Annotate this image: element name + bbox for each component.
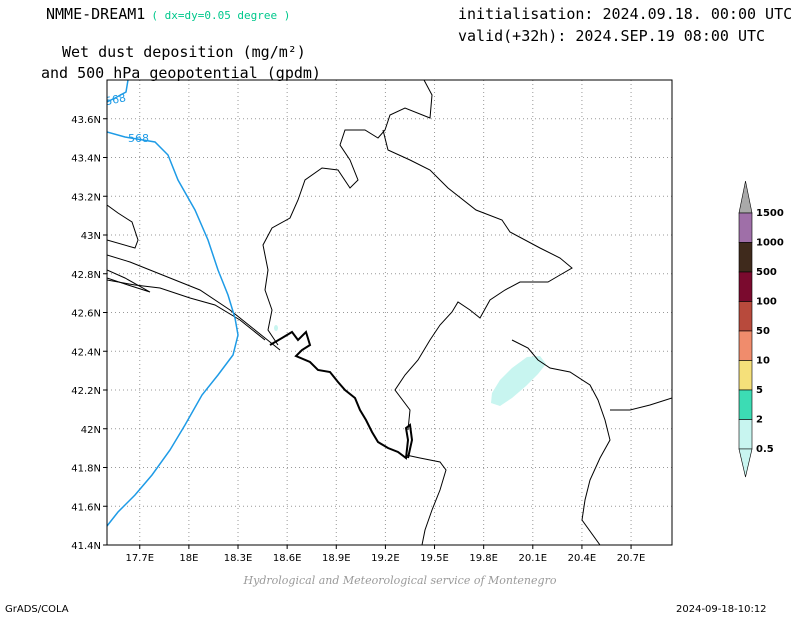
- legend-label: 5: [756, 385, 763, 396]
- x-tick-label: 18.3E: [224, 553, 253, 564]
- wet-deposition-area: [491, 356, 546, 406]
- render-timestamp: 2024-09-18-10:12: [676, 604, 767, 615]
- y-tick-label: 42.6N: [71, 309, 101, 320]
- model-title: NMME-DREAM1 ( dx=dy=0.05 degree ): [46, 5, 290, 23]
- y-tick-label: 41.4N: [71, 541, 101, 552]
- legend-swatch: [738, 242, 753, 273]
- coastline: [269, 330, 414, 460]
- credit-text: Hydrological and Meteorological service …: [243, 574, 557, 587]
- legend-label: 2: [756, 415, 763, 426]
- contour-label-568-top: 568: [104, 91, 127, 108]
- legend-arrow-bottom: [738, 448, 753, 478]
- colorbar-legend: 1500 1000 500 100 50 10 5 2 0.5: [738, 180, 784, 478]
- x-tick-label: 17.7E: [125, 553, 154, 564]
- legend-label: 0.5: [756, 444, 774, 455]
- legend-label: 10: [756, 356, 770, 367]
- x-tick-label: 18.6E: [273, 553, 302, 564]
- y-tick-label: 42.8N: [71, 270, 101, 281]
- x-tick-label: 20.1E: [519, 553, 548, 564]
- x-axis: 17.7E 18E 18.3E 18.6E 18.9E 19.2E 19.5E 19.8E 20…: [125, 545, 645, 564]
- y-tick-label: 43.2N: [71, 192, 101, 203]
- y-tick-label: 42.2N: [71, 386, 101, 397]
- model-name: NMME-DREAM1: [46, 5, 146, 23]
- y-tick-label: 42N: [81, 425, 101, 436]
- country-borders: [107, 80, 672, 545]
- wet-deposition-spot: [274, 325, 278, 331]
- x-tick-label: 19.5E: [420, 553, 449, 564]
- x-tick-label: 20.7E: [617, 553, 646, 564]
- initialisation-time: initialisation: 2024.09.18. 00:00 UTC: [458, 5, 793, 23]
- software-label: GrADS/COLA: [5, 604, 69, 615]
- geopotential-contour-568: [107, 80, 239, 527]
- legend-arrow-top: [738, 180, 753, 214]
- y-tick-label: 43.6N: [71, 115, 101, 126]
- legend-label: 1500: [756, 208, 784, 219]
- legend-label: 100: [756, 297, 777, 308]
- legend-swatch: [738, 389, 753, 420]
- x-tick-label: 18E: [179, 553, 198, 564]
- legend-label: 50: [756, 326, 770, 337]
- variable-title-line2: and 500 hPa geopotential (gpdm): [41, 64, 321, 82]
- y-tick-label: 42.4N: [71, 347, 101, 358]
- y-tick-label: 43.4N: [71, 154, 101, 165]
- gridlines: [107, 80, 672, 545]
- legend-swatch: [738, 271, 753, 302]
- legend-swatch: [738, 301, 753, 332]
- legend-swatch: [738, 360, 753, 391]
- x-tick-label: 20.4E: [568, 553, 597, 564]
- legend-swatch: [738, 212, 753, 243]
- legend-swatch: [738, 419, 753, 450]
- model-resolution: ( dx=dy=0.05 degree ): [151, 9, 291, 22]
- legend-swatch: [738, 330, 753, 361]
- contour-label-568-left: 568: [128, 132, 149, 145]
- variable-title-line1: Wet dust deposition (mg/m²): [62, 43, 306, 61]
- legend-label: 500: [756, 267, 777, 278]
- x-tick-label: 19.2E: [371, 553, 400, 564]
- legend-label: 1000: [756, 238, 784, 249]
- x-tick-label: 18.9E: [322, 553, 351, 564]
- x-tick-label: 19.8E: [469, 553, 498, 564]
- y-tick-label: 43N: [81, 231, 101, 242]
- y-axis: 43.6N 43.4N 43.2N 43N 42.8N 42.6N 42.4N 42.2N 42…: [71, 115, 107, 552]
- y-tick-label: 41.8N: [71, 464, 101, 475]
- valid-time: valid(+32h): 2024.SEP.19 08:00 UTC: [458, 27, 766, 45]
- y-tick-label: 41.6N: [71, 502, 101, 513]
